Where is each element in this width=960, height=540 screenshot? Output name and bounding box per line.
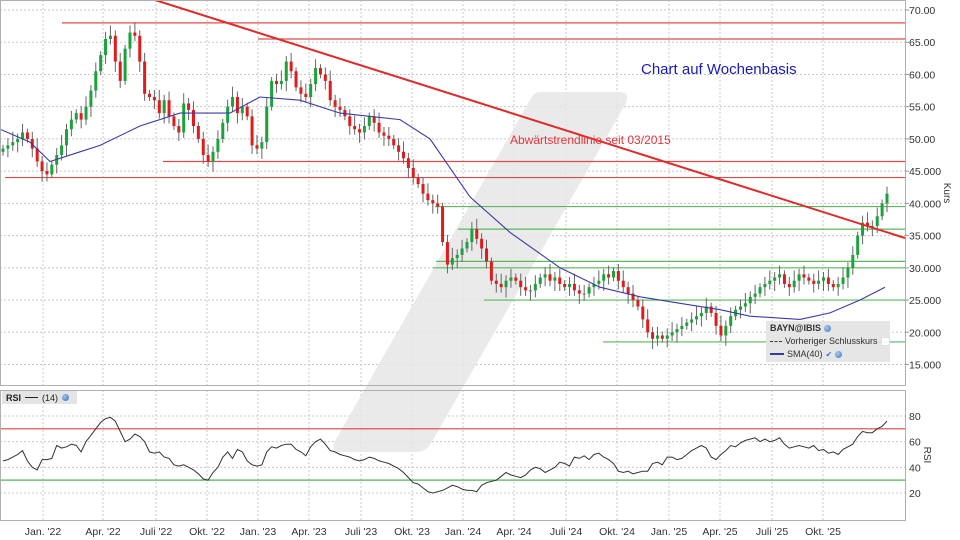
rsi-legend[interactable]: RSI (14) <box>2 391 77 404</box>
horizontal-levels <box>5 22 905 343</box>
svg-text:Jan. '25: Jan. '25 <box>651 526 688 538</box>
svg-text:40: 40 <box>909 462 921 474</box>
line-icon <box>25 397 39 398</box>
svg-text:Juli '25: Juli '25 <box>756 526 789 538</box>
candlesticks <box>1 22 889 350</box>
legend-symbol-row[interactable]: BAYN@IBIS <box>770 323 831 333</box>
svg-text:RSI: RSI <box>921 447 932 464</box>
trendline-annotation: Abwärtstrendlinie seit 03/2015 <box>510 133 671 147</box>
svg-text:30.000: 30.000 <box>909 263 941 275</box>
dashed-line-icon <box>770 340 782 342</box>
svg-text:Okt. '24: Okt. '24 <box>599 526 635 538</box>
svg-text:65.00: 65.00 <box>909 37 935 49</box>
svg-text:70.00: 70.00 <box>909 5 935 17</box>
svg-text:20: 20 <box>909 488 921 500</box>
svg-text:Apr. '24: Apr. '24 <box>496 526 531 538</box>
svg-text:15.000: 15.000 <box>909 360 941 372</box>
svg-text:80: 80 <box>909 411 921 423</box>
checkmark-icon[interactable]: ✔ <box>825 349 833 359</box>
sma40-line <box>0 96 886 320</box>
rsi-label: RSI <box>6 392 22 403</box>
svg-text:50.00: 50.00 <box>909 134 935 146</box>
legend: BAYN@IBIS Vorheriger Schlusskurs SMA(40)… <box>766 321 890 362</box>
rsi-panel <box>0 416 905 494</box>
watermark-logo <box>333 92 628 452</box>
svg-text:Juli '23: Juli '23 <box>345 526 378 538</box>
rsi-period: (14) <box>42 392 59 403</box>
checkbox-icon[interactable] <box>880 336 890 346</box>
svg-text:Apr. '23: Apr. '23 <box>291 526 326 538</box>
legend-sma-row[interactable]: SMA(40) ✔ <box>770 349 843 359</box>
svg-text:55.00: 55.00 <box>909 102 935 114</box>
svg-text:Jan. '23: Jan. '23 <box>240 526 277 538</box>
chart-title: Chart auf Wochenbasis <box>641 61 797 78</box>
downtrend-line <box>154 0 906 239</box>
svg-text:Jan. '22: Jan. '22 <box>25 526 62 538</box>
legend-prev-close-row[interactable]: Vorheriger Schlusskurs <box>770 336 890 346</box>
legend-prev-close-label: Vorheriger Schlusskurs <box>785 336 878 346</box>
svg-text:Okt. '22: Okt. '22 <box>189 526 225 538</box>
svg-text:Jan. '24: Jan. '24 <box>445 526 482 538</box>
svg-text:Juli '24: Juli '24 <box>550 526 583 538</box>
settings-globe-icon[interactable] <box>823 324 831 332</box>
svg-text:60.00: 60.00 <box>909 69 935 81</box>
svg-text:40.000: 40.000 <box>909 198 941 210</box>
svg-text:Okt. '25: Okt. '25 <box>805 526 841 538</box>
svg-text:Kurs: Kurs <box>941 183 952 204</box>
svg-text:25.000: 25.000 <box>909 295 941 307</box>
svg-text:Apr. '22: Apr. '22 <box>85 526 120 538</box>
svg-text:20.000: 20.000 <box>909 327 941 339</box>
settings-globe-icon[interactable] <box>835 350 843 358</box>
legend-sma-label: SMA(40) <box>787 349 823 359</box>
legend-symbol: BAYN@IBIS <box>770 323 821 333</box>
svg-text:Juli '22: Juli '22 <box>140 526 173 538</box>
solid-line-icon <box>770 353 784 355</box>
svg-text:35.000: 35.000 <box>909 231 941 243</box>
svg-text:Apr. '25: Apr. '25 <box>702 526 737 538</box>
svg-text:60: 60 <box>909 437 921 449</box>
svg-text:45.000: 45.000 <box>909 166 941 178</box>
settings-globe-icon[interactable] <box>62 394 70 401</box>
svg-text:Okt. '23: Okt. '23 <box>394 526 430 538</box>
